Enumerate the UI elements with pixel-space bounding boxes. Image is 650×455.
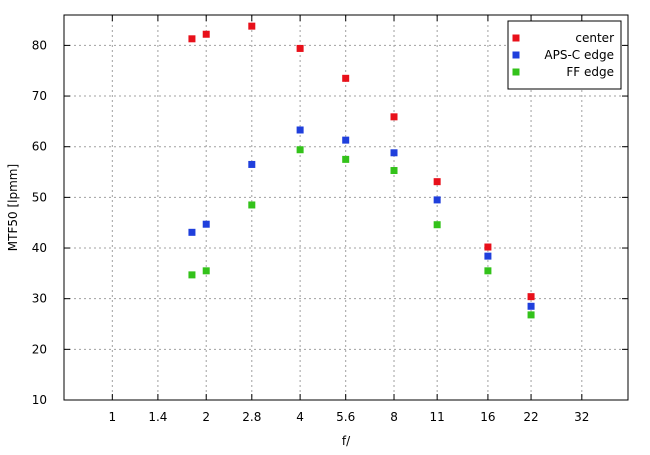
data-point-aps-c-edge bbox=[433, 196, 441, 204]
data-points bbox=[188, 22, 535, 319]
x-tick-label: 2 bbox=[202, 410, 210, 424]
x-tick-label: 1 bbox=[108, 410, 116, 424]
y-tick-label: 70 bbox=[32, 89, 47, 103]
data-point-ff-edge bbox=[248, 201, 256, 209]
data-point-center bbox=[202, 30, 210, 38]
x-tick-label: 16 bbox=[480, 410, 495, 424]
y-tick-label: 80 bbox=[32, 38, 47, 52]
legend-marker-center bbox=[512, 34, 520, 42]
data-point-aps-c-edge bbox=[484, 252, 492, 260]
x-tick-label: 1.4 bbox=[148, 410, 167, 424]
legend: center APS-C edge FF edge bbox=[507, 20, 622, 90]
legend-label-ff-edge: FF edge bbox=[566, 65, 614, 79]
data-point-center bbox=[296, 44, 304, 52]
legend-box bbox=[507, 20, 622, 90]
data-point-aps-c-edge bbox=[296, 126, 304, 134]
data-point-center bbox=[390, 113, 398, 121]
legend-marker-aps-c-edge bbox=[512, 51, 520, 59]
data-point-ff-edge bbox=[188, 271, 196, 279]
x-tick-label: 11 bbox=[430, 410, 445, 424]
data-point-aps-c-edge bbox=[527, 302, 535, 310]
x-tick-label: 5.6 bbox=[336, 410, 355, 424]
data-point-aps-c-edge bbox=[248, 160, 256, 168]
data-point-ff-edge bbox=[202, 267, 210, 275]
data-point-center bbox=[188, 35, 196, 43]
data-point-aps-c-edge bbox=[202, 220, 210, 228]
legend-marker-ff-edge bbox=[512, 68, 520, 76]
x-axis-title: f/ bbox=[342, 434, 351, 448]
x-tick-label: 2.8 bbox=[242, 410, 261, 424]
data-point-ff-edge bbox=[342, 155, 350, 163]
data-point-aps-c-edge bbox=[188, 228, 196, 236]
axis-ticks: 1 1.4 2 2.8 4 5.6 8 11 16 22 32 10 20 30 40 50 60 70 80 bbox=[32, 15, 628, 424]
y-tick-label: 10 bbox=[32, 393, 47, 407]
data-point-ff-edge bbox=[390, 167, 398, 175]
data-point-center bbox=[433, 178, 441, 186]
data-point-ff-edge bbox=[296, 146, 304, 154]
x-tick-label: 22 bbox=[523, 410, 538, 424]
data-point-ff-edge bbox=[527, 311, 535, 319]
x-tick-label: 4 bbox=[296, 410, 304, 424]
y-tick-label: 20 bbox=[32, 342, 47, 356]
data-point-aps-c-edge bbox=[342, 136, 350, 144]
x-tick-label: 32 bbox=[574, 410, 589, 424]
data-point-center bbox=[484, 243, 492, 251]
data-point-ff-edge bbox=[433, 221, 441, 229]
y-tick-label: 40 bbox=[32, 241, 47, 255]
data-point-center bbox=[527, 293, 535, 301]
y-tick-label: 30 bbox=[32, 292, 47, 306]
data-point-ff-edge bbox=[484, 267, 492, 275]
data-point-aps-c-edge bbox=[390, 149, 398, 157]
legend-label-aps-c-edge: APS-C edge bbox=[544, 48, 614, 62]
y-tick-label: 50 bbox=[32, 190, 47, 204]
data-point-center bbox=[342, 74, 350, 82]
data-point-center bbox=[248, 22, 256, 30]
y-axis-title: MTF50 [lpmm] bbox=[6, 164, 20, 251]
legend-label-center: center bbox=[575, 31, 614, 45]
x-tick-label: 8 bbox=[390, 410, 398, 424]
y-tick-label: 60 bbox=[32, 140, 47, 154]
